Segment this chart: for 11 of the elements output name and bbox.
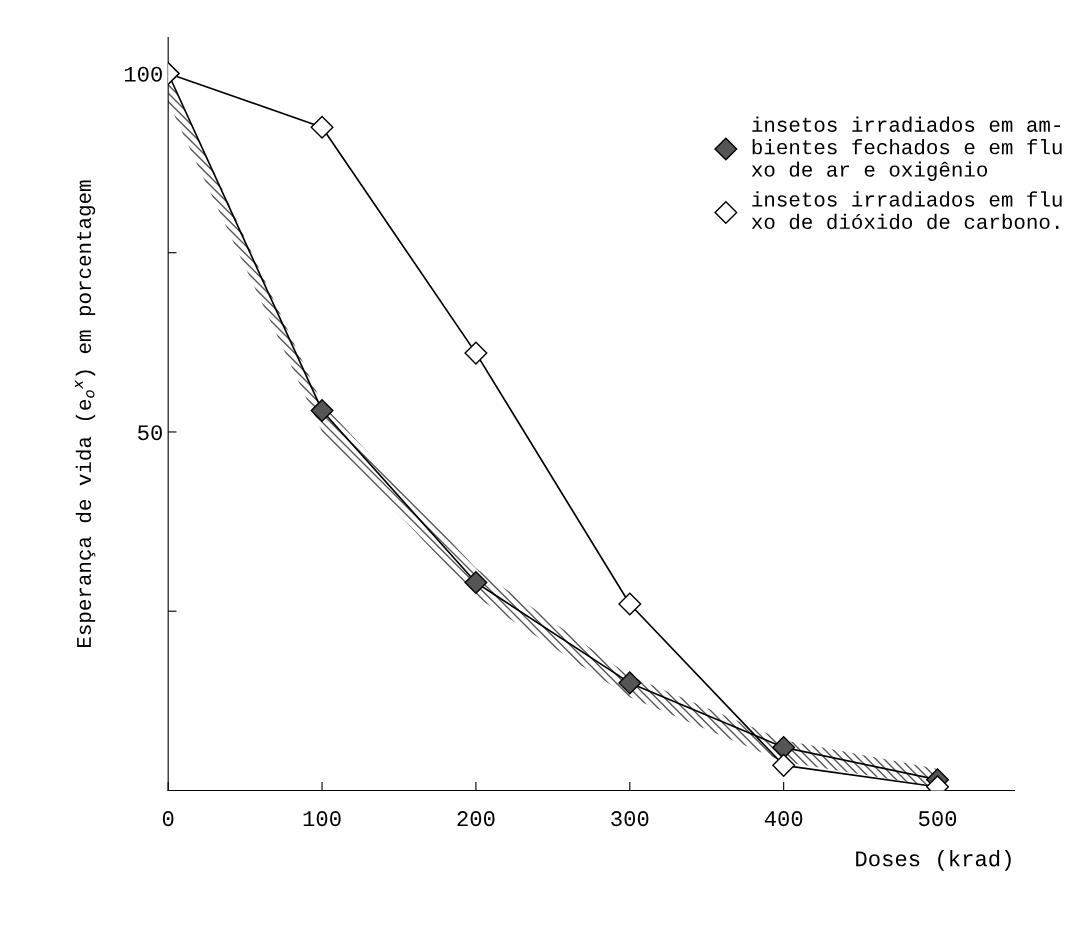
x-tick-label: 400: [764, 811, 803, 827]
x-tick-label: 100: [303, 811, 341, 827]
x-axis-title: Doses (krad): [856, 850, 1011, 871]
x-tick-label: 200: [457, 811, 495, 827]
legend-label: insetos irradiados em flu xo de dióxido de carbono.: [751, 191, 1062, 230]
y-tick-label: 50: [138, 425, 162, 441]
y-axis-title: Esperança de vida (e$_{o}$$^{x}$) em porcentagem: [74, 180, 96, 647]
legend-label: insetos irradiados em am- bientes fechados e em flu xo de ar e oxigênio: [751, 116, 1062, 181]
x-tick-label: 0: [162, 811, 174, 827]
x-tick-label: 500: [918, 811, 957, 827]
x-tick-label: 300: [611, 811, 649, 827]
